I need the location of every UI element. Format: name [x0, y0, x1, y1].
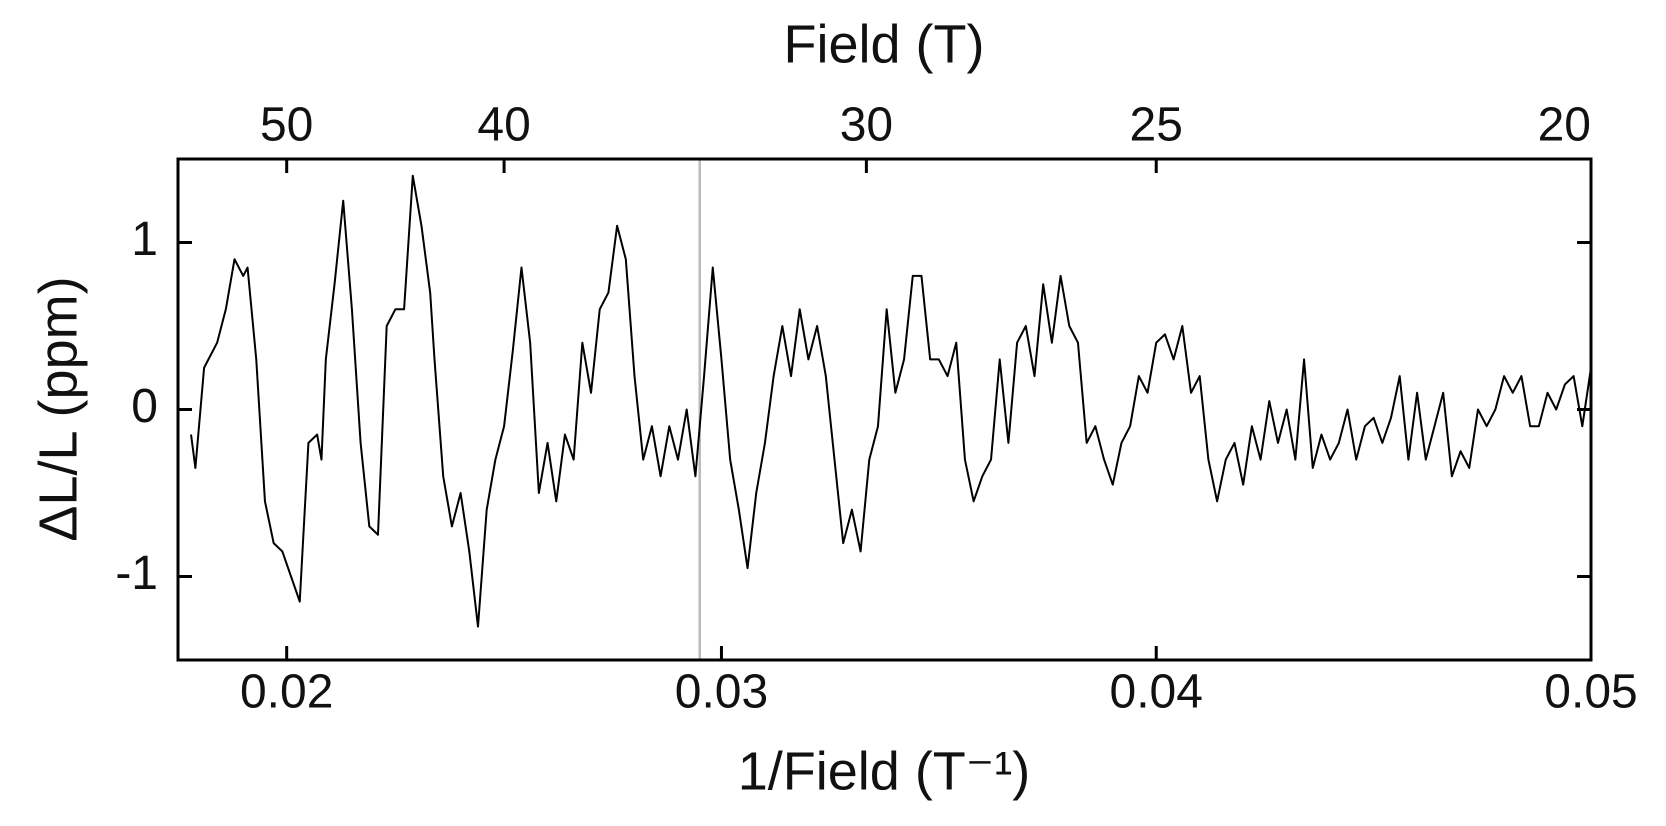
y-axis-label: ΔL/L (ppm)	[28, 276, 88, 541]
x2-tick-label: 30	[840, 99, 893, 152]
x-tick-label: 0.04	[1110, 666, 1203, 719]
x2-tick-label: 50	[260, 99, 313, 152]
y-tick-label: -1	[115, 547, 158, 600]
x2-tick-label: 25	[1130, 99, 1183, 152]
x2-tick-label: 20	[1538, 99, 1591, 152]
y-tick-label: 1	[131, 213, 158, 266]
x-tick-label: 0.03	[675, 666, 768, 719]
y-tick-label: 0	[131, 380, 158, 433]
x2-axis-label: Field (T)	[784, 14, 985, 74]
x2-tick-label: 40	[477, 99, 530, 152]
x-tick-label: 0.02	[240, 666, 333, 719]
x-tick-label: 0.05	[1544, 666, 1637, 719]
x-axis-label: 1/Field (T⁻¹)	[738, 741, 1031, 801]
plot-frame	[176, 157, 1593, 662]
data-line	[190, 174, 1592, 628]
